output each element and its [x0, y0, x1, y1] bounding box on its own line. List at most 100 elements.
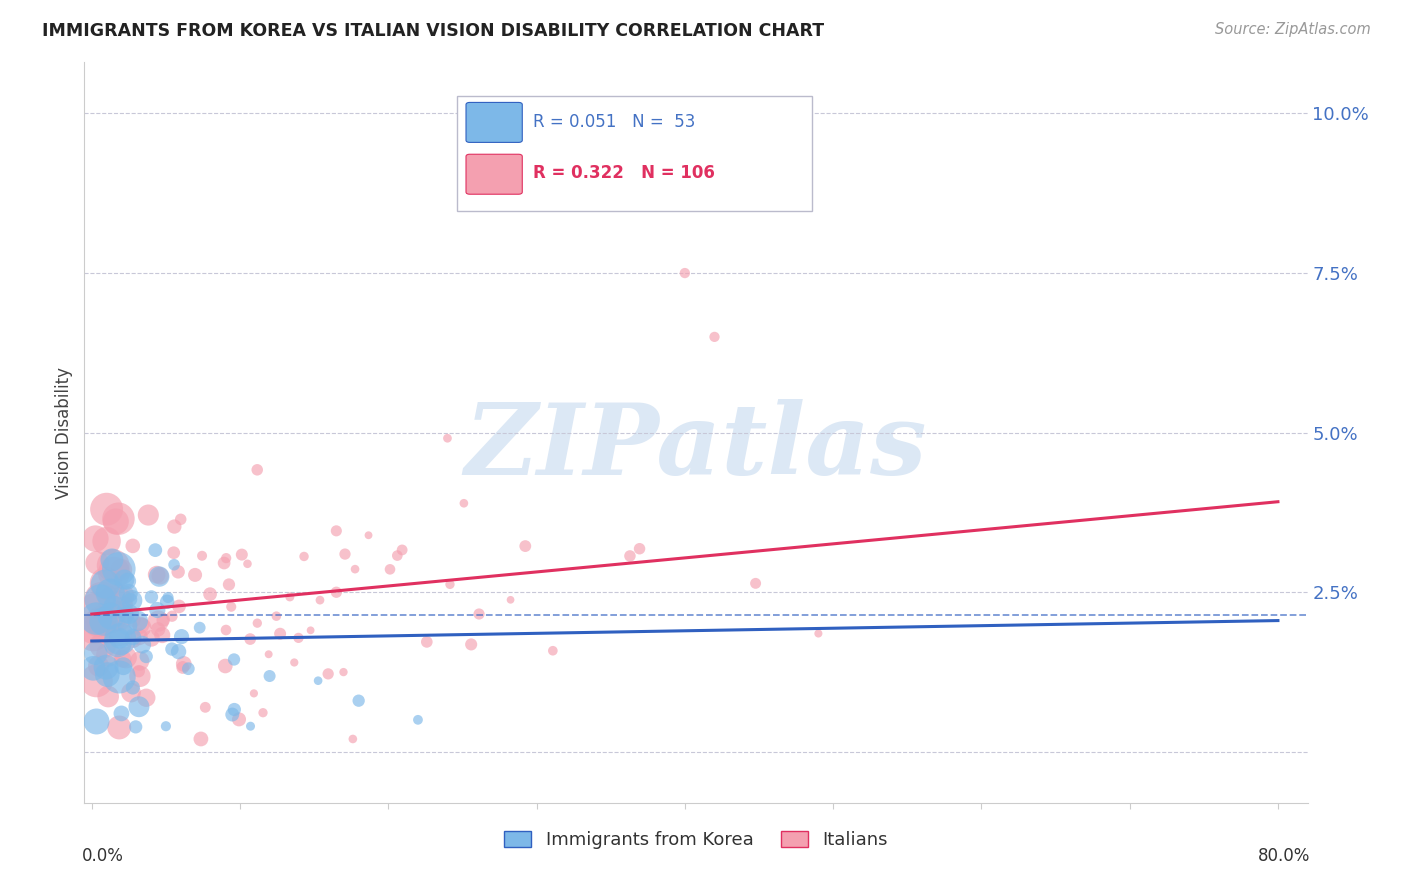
Point: [342, 731, 364, 746]
Point: [215, 551, 238, 566]
Point: [141, 590, 163, 604]
Legend: Immigrants from Korea, Italians: Immigrants from Korea, Italians: [498, 824, 894, 856]
Point: [239, 632, 262, 646]
Point: [112, 573, 135, 587]
Point: [257, 647, 280, 661]
Text: 80.0%: 80.0%: [1257, 847, 1310, 865]
Point: [299, 624, 322, 638]
Point: [259, 669, 281, 683]
Point: [228, 712, 250, 726]
Text: Source: ZipAtlas.com: Source: ZipAtlas.com: [1215, 22, 1371, 37]
Point: [172, 660, 194, 674]
Point: [222, 652, 245, 666]
Point: [406, 713, 429, 727]
Point: [283, 656, 305, 670]
Point: [325, 524, 347, 538]
Point: [135, 690, 157, 705]
Point: [129, 669, 152, 683]
Point: [120, 685, 142, 699]
Point: [96, 667, 118, 681]
Point: [94, 660, 117, 674]
Point: [107, 636, 129, 650]
Point: [436, 431, 458, 445]
Point: [128, 699, 150, 714]
Point: [287, 631, 309, 645]
Point: [87, 659, 110, 673]
Point: [468, 607, 491, 621]
Point: [292, 549, 315, 564]
Point: [121, 593, 143, 607]
Point: [91, 639, 114, 653]
Point: [184, 568, 207, 582]
Point: [84, 612, 107, 626]
Point: [135, 649, 157, 664]
Point: [131, 620, 153, 634]
Point: [439, 577, 461, 591]
Text: IMMIGRANTS FROM KOREA VS ITALIAN VISION DISABILITY CORRELATION CHART: IMMIGRANTS FROM KOREA VS ITALIAN VISION …: [42, 22, 824, 40]
Point: [619, 549, 641, 563]
Point: [246, 463, 269, 477]
Point: [212, 556, 235, 570]
Point: [84, 602, 107, 616]
Point: [107, 609, 129, 624]
Point: [128, 664, 150, 678]
Point: [188, 621, 211, 635]
Point: [307, 673, 329, 688]
Point: [101, 553, 124, 567]
Point: [194, 700, 217, 714]
Point: [90, 591, 112, 606]
Point: [347, 694, 370, 708]
Y-axis label: Vision Disability: Vision Disability: [55, 367, 73, 499]
Point: [231, 548, 253, 562]
Point: [219, 599, 242, 614]
Point: [167, 645, 190, 659]
Point: [122, 681, 145, 695]
Point: [541, 644, 564, 658]
Point: [141, 632, 163, 646]
Point: [107, 512, 129, 526]
Point: [167, 599, 190, 614]
Point: [125, 720, 148, 734]
Point: [214, 659, 236, 673]
FancyBboxPatch shape: [465, 103, 522, 143]
Point: [122, 630, 145, 644]
Point: [160, 609, 183, 624]
Point: [96, 534, 118, 549]
Point: [112, 659, 135, 673]
Point: [127, 614, 149, 628]
Point: [325, 585, 347, 599]
Point: [239, 719, 262, 733]
Point: [146, 603, 169, 617]
Point: [221, 707, 243, 722]
Point: [108, 631, 131, 645]
Point: [104, 515, 127, 529]
Point: [104, 595, 127, 609]
Point: [94, 576, 117, 591]
Point: [744, 576, 766, 591]
Point: [117, 586, 139, 600]
Point: [387, 549, 409, 563]
Point: [177, 662, 200, 676]
Point: [110, 563, 132, 577]
Point: [103, 599, 125, 614]
Point: [167, 565, 190, 579]
Point: [344, 562, 367, 576]
Point: [82, 628, 104, 642]
Point: [246, 616, 269, 631]
Point: [98, 586, 121, 600]
Point: [117, 574, 139, 589]
Point: [143, 543, 166, 558]
Point: [84, 646, 107, 660]
Point: [252, 706, 274, 720]
Point: [673, 266, 696, 280]
Point: [163, 519, 186, 533]
Text: ZIPatlas: ZIPatlas: [465, 400, 927, 496]
Point: [243, 686, 266, 700]
Point: [146, 623, 169, 637]
Point: [628, 195, 651, 210]
Point: [120, 592, 142, 607]
FancyBboxPatch shape: [465, 154, 522, 194]
Point: [628, 541, 651, 556]
Point: [112, 599, 135, 613]
Point: [278, 590, 301, 604]
